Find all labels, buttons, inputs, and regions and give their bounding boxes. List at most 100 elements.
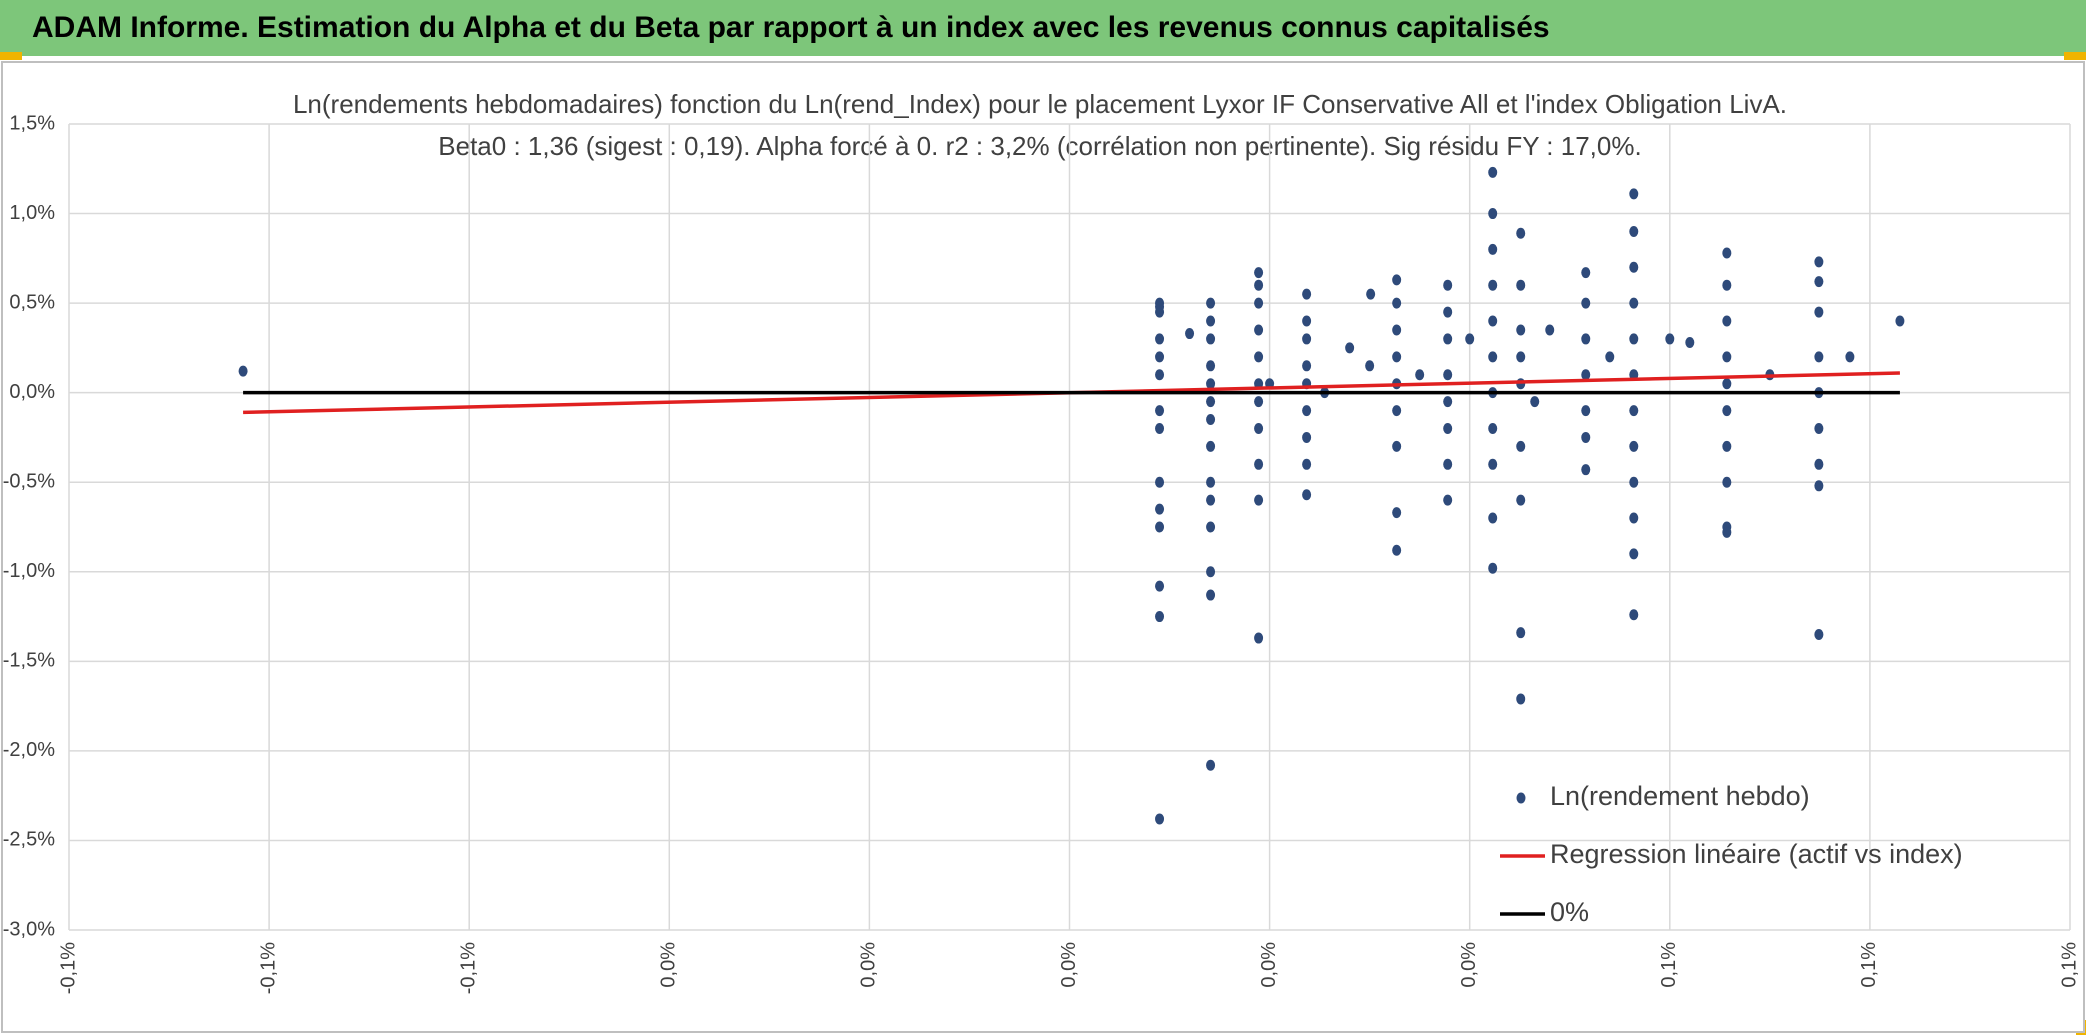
x-tick-label: 0,0% — [858, 942, 880, 988]
data-point — [1155, 301, 1165, 313]
data-point — [1206, 360, 1216, 372]
data-point — [1392, 274, 1402, 286]
data-point — [1814, 628, 1824, 640]
x-tick-label: 0,1% — [1858, 942, 1880, 988]
data-point — [1155, 813, 1165, 825]
data-point — [1516, 693, 1526, 705]
data-point — [1488, 512, 1498, 524]
y-tick-label: 0,5% — [9, 291, 55, 313]
data-point — [1206, 333, 1216, 345]
data-point — [1845, 351, 1855, 363]
data-point — [1206, 396, 1216, 408]
data-point — [1516, 324, 1526, 336]
data-point — [1629, 440, 1639, 452]
header-bar — [0, 0, 2086, 56]
data-point — [1488, 166, 1498, 178]
data-point — [1814, 422, 1824, 434]
data-point — [1516, 494, 1526, 506]
data-point — [1392, 440, 1402, 452]
data-point — [1581, 405, 1591, 417]
data-point — [1254, 297, 1264, 309]
data-point — [1365, 360, 1375, 372]
y-tick-label: -3,0% — [3, 918, 55, 940]
data-point — [1302, 360, 1312, 372]
x-tick-label: -0,1% — [257, 942, 279, 994]
corner — [0, 52, 22, 60]
data-point — [1722, 279, 1732, 291]
legend: Ln(rendement hebdo) Regression linéaire (… — [1500, 781, 1963, 927]
data-point — [1629, 609, 1639, 621]
data-point — [1605, 351, 1615, 363]
data-point — [1443, 422, 1453, 434]
data-point — [1629, 188, 1639, 200]
marks — [238, 166, 1905, 825]
data-point — [1516, 227, 1526, 239]
chart-subtitle: Beta0 : 1,36 (sigest : 0,19). Alpha forc… — [438, 131, 1641, 161]
data-point — [1206, 589, 1216, 601]
data-point — [1814, 306, 1824, 318]
data-point — [1392, 544, 1402, 556]
data-point — [1254, 267, 1264, 279]
data-point — [1206, 494, 1216, 506]
data-point — [1443, 396, 1453, 408]
data-point — [1443, 306, 1453, 318]
data-point — [1629, 225, 1639, 237]
data-point — [1443, 494, 1453, 506]
data-point — [1488, 562, 1498, 574]
data-point — [1392, 351, 1402, 363]
data-point — [1895, 315, 1905, 327]
data-point — [1665, 333, 1675, 345]
data-point — [1206, 440, 1216, 452]
data-point — [1345, 342, 1355, 354]
data-point — [1254, 422, 1264, 434]
data-point — [1254, 396, 1264, 408]
x-tick-label: -0,1% — [57, 942, 79, 994]
data-point — [1254, 351, 1264, 363]
data-point — [1814, 276, 1824, 288]
data-point — [1722, 476, 1732, 488]
y-tick-label: -1,0% — [3, 560, 55, 582]
data-point — [1206, 476, 1216, 488]
data-point — [1254, 279, 1264, 291]
data-point — [238, 365, 248, 377]
x-tick-label: 0,0% — [1058, 942, 1080, 988]
corner — [2064, 52, 2086, 60]
data-point — [1302, 288, 1312, 300]
data-point — [1629, 476, 1639, 488]
data-point — [1392, 507, 1402, 519]
data-point — [1206, 315, 1216, 327]
data-point — [1516, 351, 1526, 363]
data-point — [1254, 494, 1264, 506]
y-tick-label: -2,5% — [3, 829, 55, 851]
data-point — [1722, 351, 1732, 363]
data-point — [1581, 297, 1591, 309]
grid: 1,5% 1,0% 0,5% 0,0% -0,5% -1,0% -1,5% -2,0% -2,5… — [3, 112, 2081, 994]
data-point — [1722, 315, 1732, 327]
x-tick-label: 0,0% — [1258, 942, 1280, 988]
data-point — [1206, 378, 1216, 390]
data-point — [1155, 333, 1165, 345]
chart-title: Ln(rendements hebdomadaires) fonction du… — [293, 89, 1787, 119]
data-point — [1685, 337, 1695, 349]
data-point — [1581, 369, 1591, 381]
data-point — [1814, 256, 1824, 268]
data-point — [1155, 521, 1165, 533]
data-point — [1488, 315, 1498, 327]
data-point — [1366, 288, 1376, 300]
data-point — [1581, 431, 1591, 443]
legend-label: Regression linéaire (actif vs index) — [1550, 839, 1963, 869]
data-point — [1629, 297, 1639, 309]
data-point — [1415, 369, 1425, 381]
data-point — [1516, 627, 1526, 639]
data-point — [1443, 369, 1453, 381]
data-point — [1302, 431, 1312, 443]
data-point — [1155, 503, 1165, 515]
data-point — [1206, 566, 1216, 578]
x-tick-label: 0,1% — [2058, 942, 2080, 988]
data-point — [1488, 208, 1498, 220]
data-point — [1629, 512, 1639, 524]
legend-label: 0% — [1550, 897, 1589, 927]
data-point — [1488, 243, 1498, 255]
